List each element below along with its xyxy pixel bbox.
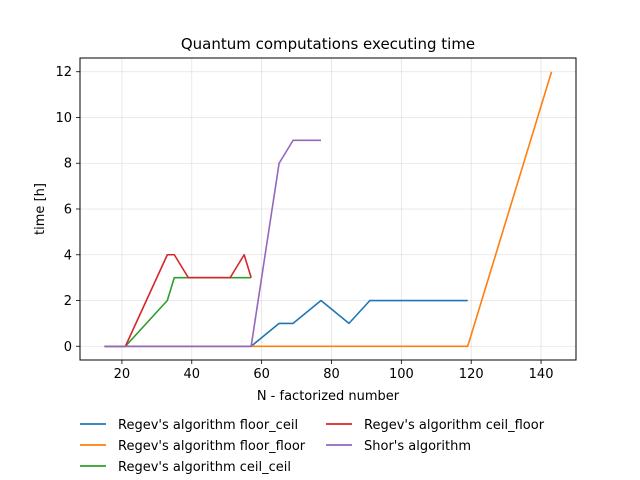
- y-tick-label: 12: [55, 65, 72, 80]
- legend-entry-label: Regev's algorithm ceil_ceil: [118, 460, 291, 475]
- grid: [80, 58, 576, 360]
- legend-entry-label: Regev's algorithm ceil_floor: [364, 418, 545, 433]
- y-tick-label: 10: [55, 111, 72, 126]
- y-tick-label: 8: [64, 157, 72, 172]
- x-tick-label: 140: [529, 367, 554, 382]
- x-tick-label: 120: [459, 367, 484, 382]
- axis-ticks: 20 40 60 80 100 120 140 0 2 4 6 8 10 12: [55, 65, 553, 382]
- y-tick-label: 6: [64, 203, 72, 218]
- legend-entry-label: Shor's algorithm: [364, 439, 471, 454]
- series-line-1: [104, 299, 468, 348]
- x-tick-label: 100: [389, 367, 414, 382]
- legend: Regev's algorithm floor_ceil Regev's algo…: [80, 418, 545, 475]
- legend-entry-label: Regev's algorithm floor_floor: [118, 439, 306, 454]
- series-lines: [104, 71, 553, 348]
- legend-entry-label: Regev's algorithm floor_ceil: [118, 418, 298, 433]
- x-tick-label: 80: [323, 367, 340, 382]
- x-tick-label: 60: [253, 367, 270, 382]
- series-line-3: [104, 276, 252, 348]
- chart-title: Quantum computations executing time: [181, 35, 475, 53]
- y-axis-label: time [h]: [33, 183, 48, 235]
- x-tick-label: 40: [184, 367, 201, 382]
- x-axis-label: N - factorized number: [257, 389, 400, 404]
- y-tick-label: 0: [64, 340, 72, 355]
- y-tick-label: 4: [64, 248, 72, 263]
- series-line-5: [104, 139, 322, 348]
- series-line-4: [104, 253, 252, 348]
- x-tick-label: 20: [114, 367, 131, 382]
- y-tick-label: 2: [64, 294, 72, 309]
